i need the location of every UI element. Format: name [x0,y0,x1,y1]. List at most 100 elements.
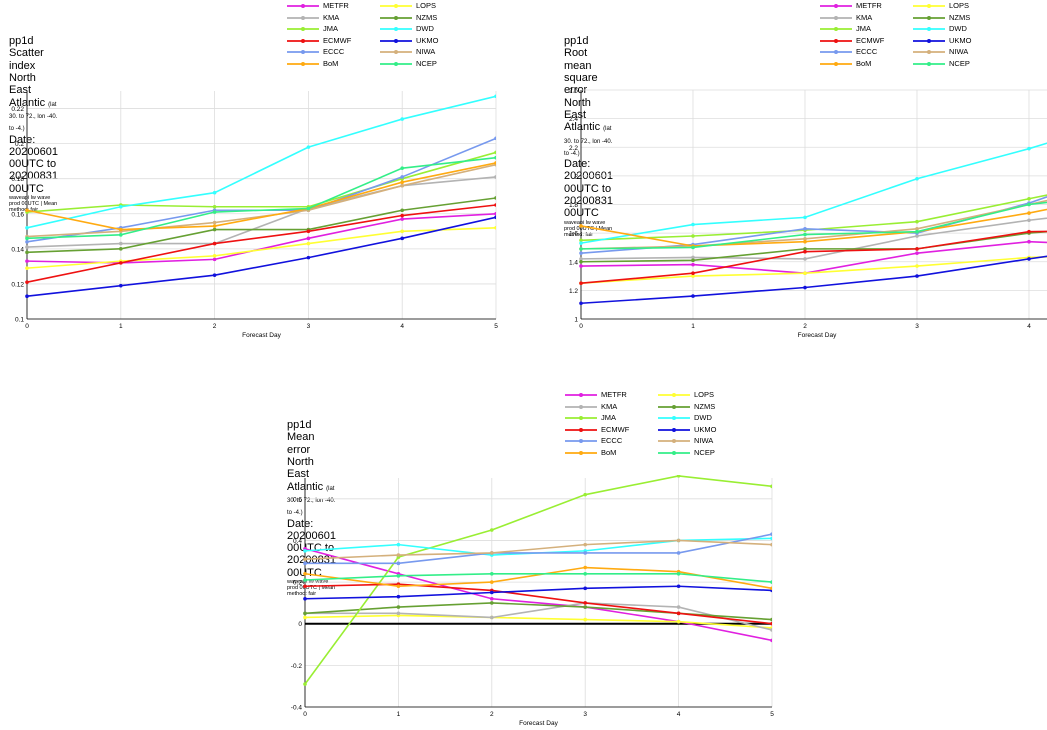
point-ncep [691,245,695,250]
x-tick-label: 1 [397,711,401,718]
point-ukmo [494,215,496,220]
legend-label: UKMO [949,35,972,45]
point-ukmo [676,584,681,589]
legend-label: NZMS [949,12,971,22]
x-axis-label: Forecast Day [519,720,558,727]
point-kma [25,245,29,249]
point-niwa [803,237,807,241]
point-niwa [691,244,695,248]
point-bom [306,206,311,211]
point-jma [583,492,587,497]
point-dwd [691,222,695,227]
legend-label: LOPS [694,390,715,399]
region-label: North East Atlantic (lat 30. to 72., lon… [564,96,613,157]
point-ncep [490,571,494,576]
legend-label: BoM [601,448,617,457]
x-axis-label: Forecast Day [242,332,281,339]
point-niwa [306,208,311,213]
legend-swatch [565,451,597,455]
legend-swatch [658,451,690,455]
legend-swatch [658,404,690,409]
x-tick-label: 2 [213,323,217,330]
point-ukmo [1027,257,1031,261]
point-jma [770,484,772,489]
series-line-jma [304,475,772,685]
series-group [303,475,772,686]
legend-label: DWD [416,24,434,34]
point-ncep [770,580,772,584]
legend-swatch [820,50,852,55]
point-dwd [25,226,29,230]
point-jma [676,475,681,478]
method-note: waveapi lw wave prod 00UTC | Mean method… [287,579,336,598]
point-ncep [583,571,587,576]
legend-swatch [287,15,319,20]
legend-label: ECMWF [601,424,630,434]
legend-swatch [913,38,945,43]
point-ukmo [119,283,123,288]
point-eccc [306,208,311,213]
point-metfr [583,605,587,609]
point-dwd [803,215,807,220]
point-kma [306,206,311,211]
legend-swatch [287,4,319,8]
point-kma [676,605,681,609]
point-eccc [212,208,217,213]
y-tick-label: 1.2 [569,288,578,295]
point-jma [400,176,405,181]
legend-label: NCEP [949,59,970,68]
point-jma [494,150,496,155]
series-group [25,94,496,299]
point-kma [583,601,587,605]
point-niwa [212,220,217,225]
series-line-kma [305,602,772,631]
point-lops [583,617,587,622]
series-line-jma [580,194,1047,242]
point-dwd [396,542,401,547]
point-eccc [583,551,587,555]
point-niwa [490,551,494,555]
legend-label: METFR [856,1,882,10]
x-tick-label: 1 [119,323,123,330]
point-ncep [579,247,583,251]
series-line-ecmwf [304,583,772,625]
point-jma [691,234,695,238]
chart-title: Mean error [287,431,315,456]
series-line-bom [580,208,1047,247]
x-tick-label: 5 [494,323,498,330]
point-nzms [396,605,401,609]
point-kma [579,257,583,261]
point-dwd [212,190,217,195]
legend-label: METFR [323,1,349,10]
x-tick-label: 4 [400,323,404,330]
legend-swatch [565,416,597,421]
point-metfr [400,217,405,221]
series-group [579,142,1047,306]
legend-swatch [913,27,945,32]
point-ecmwf [803,249,807,254]
series-line-nzms [26,197,496,254]
point-ukmo [691,294,695,298]
region-label: North East Atlantic (lat 30. to 72., lon… [287,455,336,517]
legend-swatch [913,50,945,55]
point-kma [490,615,494,620]
point-metfr [25,259,29,263]
point-nzms [303,611,307,616]
point-nzms [583,605,587,609]
point-jma [119,203,123,207]
point-jma [803,228,807,233]
point-lops [490,615,494,620]
point-ecmwf [676,611,681,616]
point-bom [691,244,695,248]
series-line-eccc [580,196,1047,254]
x-tick-label: 5 [770,711,774,718]
point-dwd [1027,146,1031,151]
point-ecmwf [770,621,772,626]
series-line-jma [26,151,496,213]
point-metfr [490,596,494,601]
point-metfr [396,571,401,576]
point-jma [212,204,217,209]
legend-swatch [380,50,412,55]
legend-swatch [820,15,852,20]
series-line-eccc [305,533,772,565]
